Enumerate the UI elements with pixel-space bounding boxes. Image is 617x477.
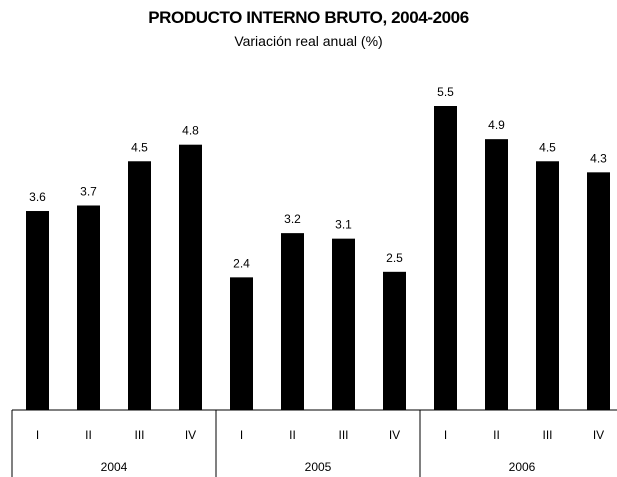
quarter-label: I: [36, 428, 39, 442]
value-label: 3.7: [80, 184, 97, 198]
value-label: 3.6: [29, 190, 46, 204]
value-label: 4.3: [590, 151, 607, 165]
value-label: 3.1: [335, 218, 352, 232]
bar: [383, 271, 406, 410]
bar: [587, 172, 610, 410]
value-label: 4.5: [131, 140, 148, 154]
quarter-label: I: [240, 428, 243, 442]
value-label: 2.5: [386, 251, 403, 265]
value-label: 4.9: [488, 118, 505, 132]
quarter-label: III: [338, 428, 348, 442]
category-axis: [11, 409, 617, 477]
value-labels-layer: 3.6 3.7 4.5 4.8 2.4 3.2 3.1 2.5 5.5 4.9 4.5 4.3: [29, 85, 607, 270]
chart-subtitle: Variación real anual (%): [234, 33, 383, 49]
value-label: 5.5: [437, 85, 454, 99]
bar: [332, 238, 355, 410]
year-label: 2004: [101, 460, 128, 474]
bar: [230, 277, 253, 410]
chart-title: PRODUCTO INTERNO BRUTO, 2004-2006: [148, 8, 469, 27]
year-label: 2006: [509, 460, 536, 474]
value-label: 4.5: [539, 140, 556, 154]
bar: [434, 106, 457, 410]
bar: [536, 161, 559, 410]
quarter-labels-layer: I II III IV I II III IV I II III IV: [36, 428, 604, 442]
bar: [128, 161, 151, 410]
quarter-label: III: [542, 428, 552, 442]
value-label: 4.8: [182, 124, 199, 138]
value-label: 3.2: [284, 212, 301, 226]
quarter-label: I: [444, 428, 447, 442]
bars-layer: [26, 106, 610, 410]
quarter-label: II: [289, 428, 296, 442]
quarter-label: III: [134, 428, 144, 442]
quarter-label: IV: [389, 428, 400, 442]
bar: [77, 205, 100, 410]
year-labels-layer: 2004 2005 2006: [101, 460, 536, 474]
year-label: 2005: [305, 460, 332, 474]
quarter-label: II: [493, 428, 500, 442]
quarter-label: IV: [185, 428, 196, 442]
quarter-label: II: [85, 428, 92, 442]
bar: [26, 211, 49, 410]
bar: [179, 144, 202, 410]
bar: [281, 233, 304, 410]
bar: [485, 139, 508, 410]
quarter-label: IV: [593, 428, 604, 442]
value-label: 2.4: [233, 256, 250, 270]
